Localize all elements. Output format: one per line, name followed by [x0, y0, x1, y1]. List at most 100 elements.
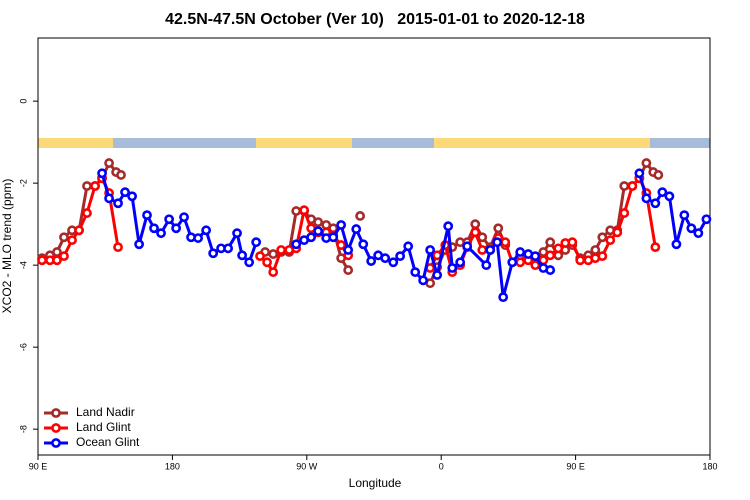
data-point: [493, 223, 504, 234]
data-point: [343, 245, 354, 255]
data-point: [492, 237, 503, 248]
data-point: [530, 251, 541, 262]
data-point: [686, 223, 697, 234]
data-point: [262, 257, 272, 268]
data-point: [590, 245, 601, 255]
x-tick-label: 0: [439, 461, 444, 471]
data-point: [597, 251, 608, 262]
data-point: [388, 257, 399, 268]
data-point: [113, 242, 123, 253]
data-point: [432, 270, 443, 280]
data-point: [355, 211, 366, 221]
y-tick-label: -6: [18, 343, 28, 351]
data-point: [276, 245, 287, 255]
data-point: [74, 225, 84, 236]
data-point: [515, 247, 526, 257]
data-point: [619, 208, 630, 218]
data-point: [455, 257, 466, 268]
data-point: [336, 220, 347, 230]
data-point: [418, 275, 429, 286]
x-tick-label: 90 E: [29, 461, 48, 471]
data-point: [481, 260, 492, 271]
legend-marker: [51, 423, 61, 433]
data-point: [313, 226, 324, 237]
y-tick-label: -2: [18, 179, 28, 187]
data-point: [545, 250, 556, 261]
data-point: [193, 233, 203, 243]
data-point: [425, 245, 436, 255]
x-axis-label: Longitude: [349, 476, 402, 490]
legend-marker: [51, 438, 61, 448]
data-point: [358, 239, 369, 250]
data-point: [97, 168, 107, 179]
x-tick-label: 180: [165, 461, 180, 471]
data-point: [113, 198, 123, 209]
legend-marker: [51, 408, 61, 418]
data-point: [605, 235, 616, 246]
land-strip: [38, 138, 113, 148]
data-point: [142, 210, 152, 221]
y-tick-label: 0: [18, 99, 28, 104]
data-point: [232, 228, 242, 239]
data-point: [149, 223, 159, 234]
data-point: [545, 237, 556, 248]
data-point: [657, 187, 668, 198]
x-tick-label: 90 E: [566, 461, 585, 471]
data-point: [650, 242, 661, 253]
data-point: [664, 191, 675, 202]
ocean-strip: [38, 138, 710, 148]
data-point: [498, 292, 509, 303]
data-point: [653, 170, 664, 180]
x-tick-label: 180: [702, 461, 717, 471]
data-point: [545, 265, 556, 275]
data-point: [641, 193, 652, 204]
data-point: [619, 181, 630, 191]
chart-title: 42.5N-47.5N October (Ver 10) 2015-01-01 …: [165, 11, 585, 28]
data-point: [679, 210, 690, 221]
data-point: [90, 181, 100, 191]
data-point: [179, 212, 189, 223]
data-point: [500, 237, 511, 248]
legend-label: Ocean Glint: [76, 435, 140, 449]
data-point: [313, 217, 324, 228]
data-point: [366, 256, 377, 266]
data-point: [291, 239, 302, 250]
data-point: [470, 219, 481, 230]
data-point: [82, 181, 92, 191]
data-point: [671, 239, 682, 250]
data-point: [208, 248, 219, 259]
plot-frame: [37, 37, 711, 456]
data-point: [351, 224, 362, 234]
data-point: [634, 168, 645, 179]
data-point: [237, 250, 248, 261]
data-point: [693, 228, 704, 239]
data-point: [120, 187, 130, 198]
data-point: [328, 232, 339, 243]
data-point: [507, 257, 518, 268]
data-point: [156, 228, 166, 239]
data-point: [127, 191, 137, 202]
y-axis-label: XCO2 - MLO trend (ppm): [0, 179, 14, 314]
data-point: [553, 243, 564, 254]
data-point: [627, 181, 638, 191]
y-tick-label: -8: [18, 425, 28, 433]
data-point: [171, 223, 182, 234]
data-point: [251, 237, 262, 248]
data-point: [575, 255, 586, 266]
data-point: [299, 205, 310, 216]
data-point: [403, 241, 414, 252]
data-point: [477, 245, 488, 255]
land-mask-strip: [38, 138, 710, 148]
data-point: [485, 245, 496, 255]
data-point: [59, 232, 69, 243]
data-point: [443, 221, 454, 232]
legend-label: Land Glint: [76, 420, 131, 434]
data-point: [343, 265, 354, 275]
series: [97, 168, 712, 303]
data-point: [104, 158, 114, 168]
data-point: [164, 214, 175, 225]
